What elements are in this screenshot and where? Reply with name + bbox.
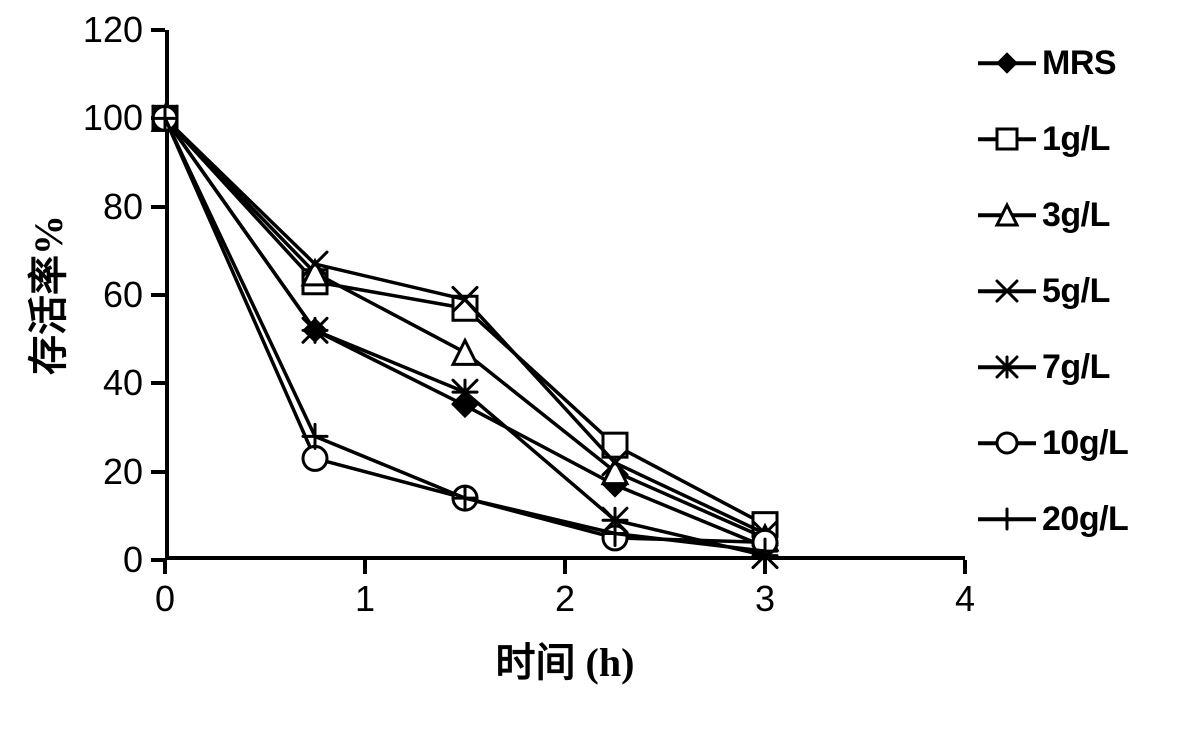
y-axis-title: 存活率% [16, 215, 74, 375]
legend-label: 5g/L [1042, 272, 1110, 311]
legend-label: 3g/L [1042, 196, 1110, 235]
y-tick-label: 40 [103, 362, 143, 404]
x-axis-title: 时间 (h) [496, 630, 635, 688]
legend-item-mrs: MRS [978, 25, 1128, 101]
legend-item-3gL: 3g/L [978, 177, 1128, 253]
series-svg [165, 30, 965, 560]
y-tick [151, 470, 165, 474]
x-tick [563, 560, 567, 574]
plot-area: 02040608010012001234 [165, 30, 965, 560]
legend-item-7gL: 7g/L [978, 329, 1128, 405]
survival-line-chart: 02040608010012001234 MRS1g/L3g/L5g/L7g/L… [0, 0, 1193, 745]
legend-item-1gL: 1g/L [978, 101, 1128, 177]
x-tick-label: 3 [755, 578, 775, 620]
legend-label: 20g/L [1042, 500, 1128, 539]
x-tick-label: 0 [155, 578, 175, 620]
series-line-3gL [165, 118, 765, 538]
legend-swatch [978, 279, 1036, 303]
legend-item-5gL: 5g/L [978, 253, 1128, 329]
legend-swatch [978, 127, 1036, 151]
legend-swatch [978, 507, 1036, 531]
y-tick-label: 80 [103, 186, 143, 228]
x-tick [363, 560, 367, 574]
legend-label: 1g/L [1042, 120, 1110, 159]
y-tick-label: 120 [83, 9, 143, 51]
legend-item-10gL: 10g/L [978, 405, 1128, 481]
y-tick-label: 20 [103, 451, 143, 493]
y-tick [151, 293, 165, 297]
y-tick [151, 205, 165, 209]
legend-swatch [978, 203, 1036, 227]
y-tick-label: 60 [103, 274, 143, 316]
legend-swatch [978, 51, 1036, 75]
legend-swatch [978, 355, 1036, 379]
x-tick-label: 1 [355, 578, 375, 620]
legend: MRS 1g/L 3g/L 5g/L 7g/L 10g/L 20g/L [978, 25, 1128, 557]
x-tick-label: 2 [555, 578, 575, 620]
x-tick [963, 560, 967, 574]
legend-swatch [978, 431, 1036, 455]
legend-label: 7g/L [1042, 348, 1110, 387]
y-tick-label: 0 [123, 539, 143, 581]
x-tick [163, 560, 167, 574]
legend-item-20gL: 20g/L [978, 481, 1128, 557]
y-tick-label: 100 [83, 97, 143, 139]
series-line-mrs [165, 118, 765, 546]
legend-label: 10g/L [1042, 424, 1128, 463]
legend-label: MRS [1042, 44, 1116, 83]
x-tick-label: 4 [955, 578, 975, 620]
y-tick [151, 381, 165, 385]
y-tick [151, 28, 165, 32]
